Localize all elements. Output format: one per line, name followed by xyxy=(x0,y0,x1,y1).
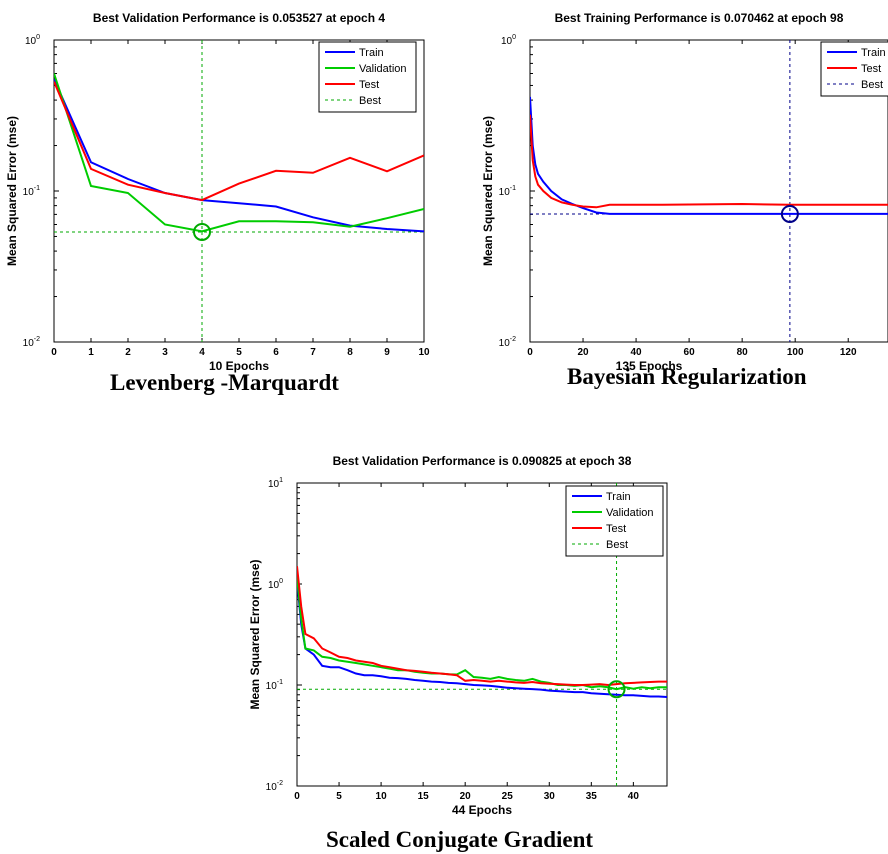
levenberg-marquardt-chart: Best Validation Performance is 0.053527 … xyxy=(5,11,430,373)
y-tick-base: 10 xyxy=(268,580,280,591)
plot-lines xyxy=(54,40,424,342)
legend-label-test: Test xyxy=(359,79,379,91)
y-tick-base: 10 xyxy=(25,36,37,47)
best-point-marker xyxy=(193,222,211,241)
y-tick-exponent: 0 xyxy=(36,34,40,41)
legend-label-train: Train xyxy=(606,491,631,503)
y-tick-base: 10 xyxy=(266,782,278,793)
legend-box xyxy=(318,41,417,113)
x-tick-label: 0 xyxy=(51,347,57,358)
y-tick-exponent: -2 xyxy=(277,780,283,787)
y-tick-label: 10-2 xyxy=(266,780,283,793)
x-tick-label: 5 xyxy=(236,347,242,358)
y-tick-label: 10-1 xyxy=(499,185,516,198)
x-tick-label: 15 xyxy=(418,791,430,802)
x-tick-label: 0 xyxy=(294,791,300,802)
legend-label-best: Best xyxy=(606,539,628,551)
x-tick-label: 100 xyxy=(787,347,804,358)
x-axis-label: 135 Epochs xyxy=(616,359,683,373)
chart-title: Best Validation Performance is 0.090825 … xyxy=(333,454,632,468)
y-tick-base: 10 xyxy=(23,187,35,198)
series-validation-line xyxy=(297,575,667,691)
x-axis-label: 44 Epochs xyxy=(452,803,512,817)
x-tick-label: 8 xyxy=(347,347,353,358)
x-tick-label: 40 xyxy=(631,347,643,358)
x-tick-label: 60 xyxy=(684,347,696,358)
x-tick-label: 80 xyxy=(737,347,749,358)
series-test-line xyxy=(530,114,888,209)
scaled-conjugate-gradient-chart: Best Validation Performance is 0.090825 … xyxy=(248,454,668,817)
x-tick-label: 1 xyxy=(88,347,94,358)
best-point-marker xyxy=(607,680,626,699)
legend-label-best: Best xyxy=(359,95,381,107)
y-tick-exponent: -2 xyxy=(510,336,516,343)
legend-label-validation: Validation xyxy=(606,507,654,519)
y-tick-label: 100 xyxy=(501,34,516,47)
y-tick-label: 10-1 xyxy=(266,679,283,692)
x-tick-label: 9 xyxy=(384,347,390,358)
legend-label-train: Train xyxy=(861,47,886,59)
y-tick-label: 100 xyxy=(25,34,40,47)
bayesian-regularization-chart: Best Training Performance is 0.070462 at… xyxy=(481,11,888,373)
x-tick-label: 20 xyxy=(577,347,589,358)
y-tick-label: 10-2 xyxy=(23,336,40,349)
y-tick-exponent: -1 xyxy=(277,679,283,686)
x-tick-label: 120 xyxy=(840,347,857,358)
chart-title: Best Validation Performance is 0.053527 … xyxy=(93,11,385,25)
caption-scaled-conjugate-gradient: Scaled Conjugate Gradient xyxy=(326,827,594,852)
x-tick-label: 3 xyxy=(162,347,168,358)
y-axis-label: Mean Squared Error (mse) xyxy=(5,116,19,266)
y-tick-base: 10 xyxy=(499,187,511,198)
x-tick-label: 30 xyxy=(544,791,556,802)
y-tick-exponent: 0 xyxy=(512,34,516,41)
y-tick-base: 10 xyxy=(23,338,35,349)
legend-label-test: Test xyxy=(861,63,881,75)
y-axis-label: Mean Squared Error (mse) xyxy=(248,559,262,709)
y-tick-label: 10-2 xyxy=(499,336,516,349)
legend-label-test: Test xyxy=(606,523,626,535)
x-axis-label: 10 Epochs xyxy=(209,359,269,373)
x-tick-label: 20 xyxy=(460,791,472,802)
x-tick-label: 10 xyxy=(376,791,388,802)
caption-bayesian-regularization: Bayesian Regularization xyxy=(567,364,807,389)
plot-lines xyxy=(530,40,888,342)
legend-box xyxy=(565,485,664,557)
x-tick-label: 6 xyxy=(273,347,279,358)
y-tick-label: 101 xyxy=(268,477,283,490)
best-point-marker xyxy=(780,204,799,223)
y-tick-base: 10 xyxy=(268,479,280,490)
y-tick-exponent: 1 xyxy=(279,477,283,484)
legend-label-validation: Validation xyxy=(359,63,407,75)
y-tick-exponent: 0 xyxy=(279,578,283,585)
x-tick-label: 40 xyxy=(628,791,640,802)
legend-label-best: Best xyxy=(861,79,883,91)
y-tick-exponent: -1 xyxy=(34,185,40,192)
series-train-line xyxy=(54,78,424,233)
legend-label-train: Train xyxy=(359,47,384,59)
x-tick-label: 0 xyxy=(527,347,533,358)
y-tick-label: 10-1 xyxy=(23,185,40,198)
x-tick-label: 7 xyxy=(310,347,316,358)
x-tick-label: 2 xyxy=(125,347,131,358)
x-tick-label: 10 xyxy=(418,347,430,358)
x-tick-label: 5 xyxy=(336,791,342,802)
series-test-line xyxy=(297,566,667,687)
series-validation-line xyxy=(54,73,424,233)
chart-title: Best Training Performance is 0.070462 at… xyxy=(555,11,844,25)
y-tick-label: 100 xyxy=(268,578,283,591)
plot-lines xyxy=(297,483,667,786)
y-axis-label: Mean Squared Error (mse) xyxy=(481,116,495,266)
caption-levenberg-marquardt: Levenberg -Marquardt xyxy=(110,370,339,395)
x-tick-label: 25 xyxy=(502,791,514,802)
series-test-line xyxy=(54,81,424,202)
series-train-line xyxy=(297,579,667,698)
y-tick-exponent: -1 xyxy=(510,185,516,192)
y-tick-base: 10 xyxy=(501,36,513,47)
y-tick-base: 10 xyxy=(266,681,278,692)
x-tick-label: 4 xyxy=(199,347,205,358)
y-tick-exponent: -2 xyxy=(34,336,40,343)
y-tick-base: 10 xyxy=(499,338,511,349)
x-tick-label: 35 xyxy=(586,791,598,802)
